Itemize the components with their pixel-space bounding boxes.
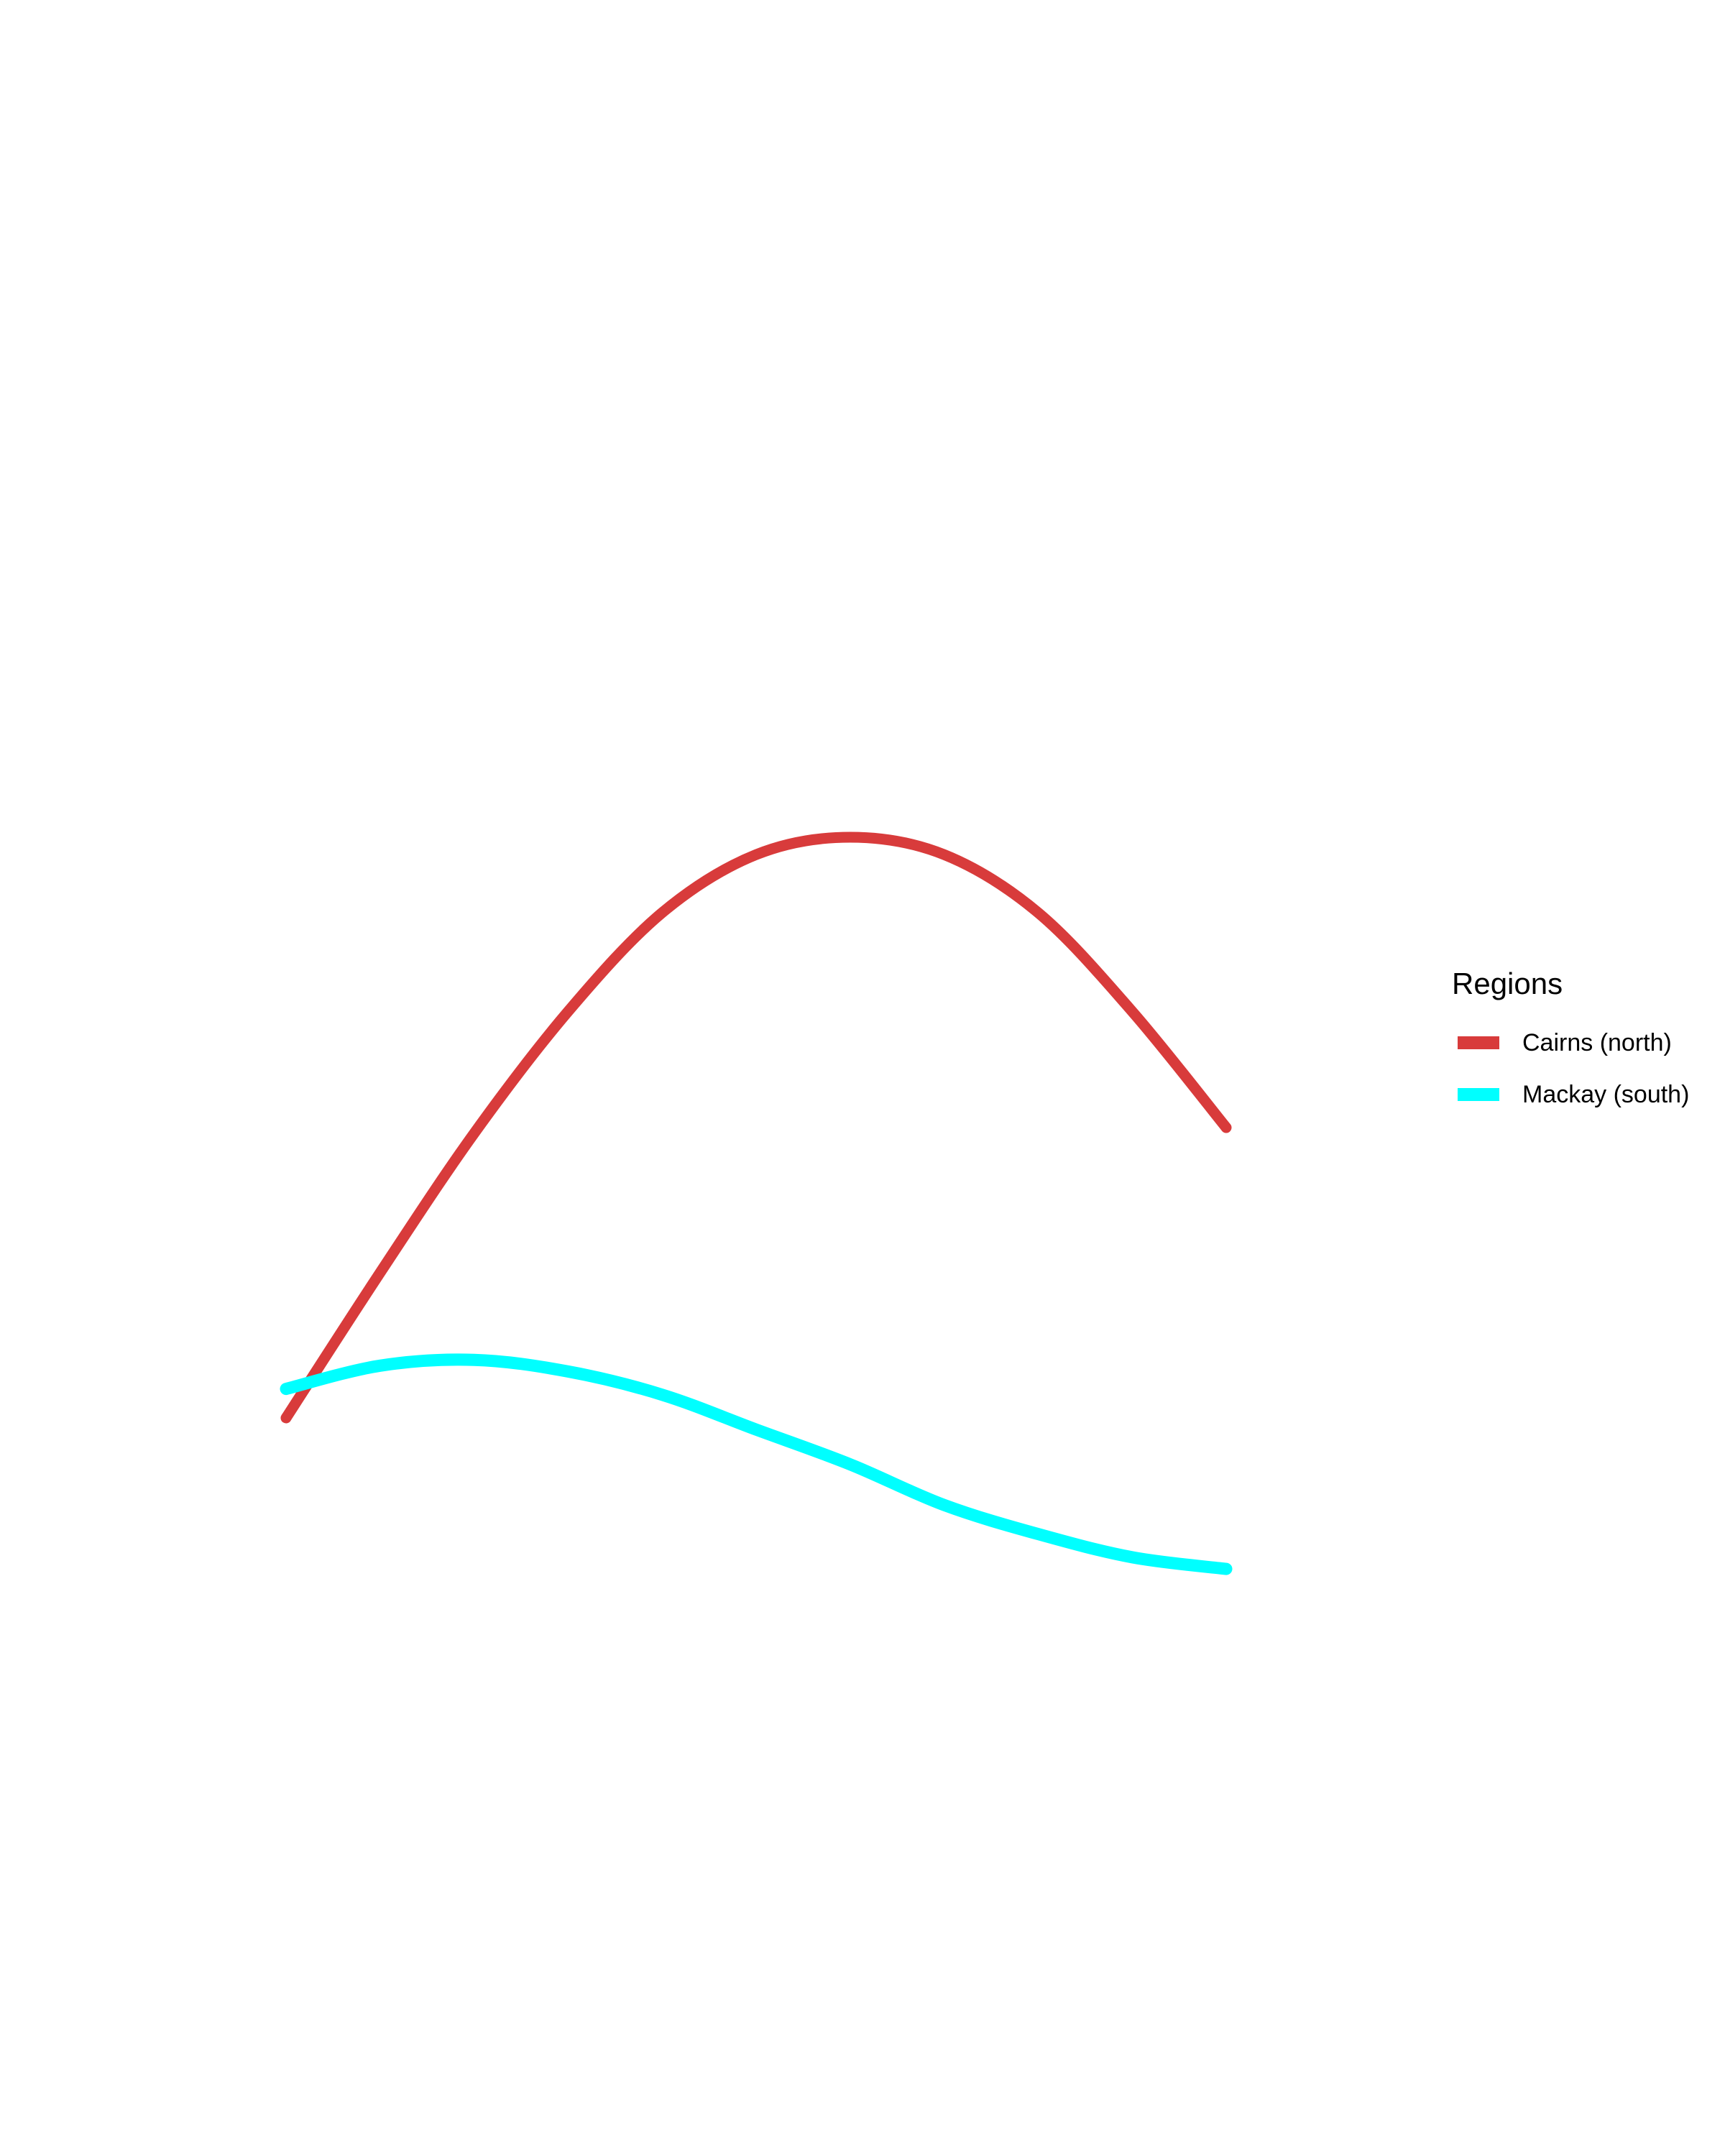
legend-item-cairns: Cairns (north): [1452, 1024, 1689, 1061]
legend-key-mackay: [1458, 1088, 1499, 1101]
legend-key-cairns: [1458, 1036, 1499, 1049]
series-line-cairns: [280, 831, 1232, 1424]
series-line-mackay: [280, 1353, 1233, 1575]
legend-title: Regions: [1452, 967, 1563, 1000]
legend-item-mackay: Mackay (south): [1452, 1076, 1689, 1113]
legend: Regions Cairns (north) Mackay (south): [1452, 967, 1689, 1128]
legend-label-mackay: Mackay (south): [1522, 1080, 1690, 1108]
series-layer: [280, 831, 1233, 1575]
legend-label-cairns: Cairns (north): [1522, 1028, 1672, 1056]
